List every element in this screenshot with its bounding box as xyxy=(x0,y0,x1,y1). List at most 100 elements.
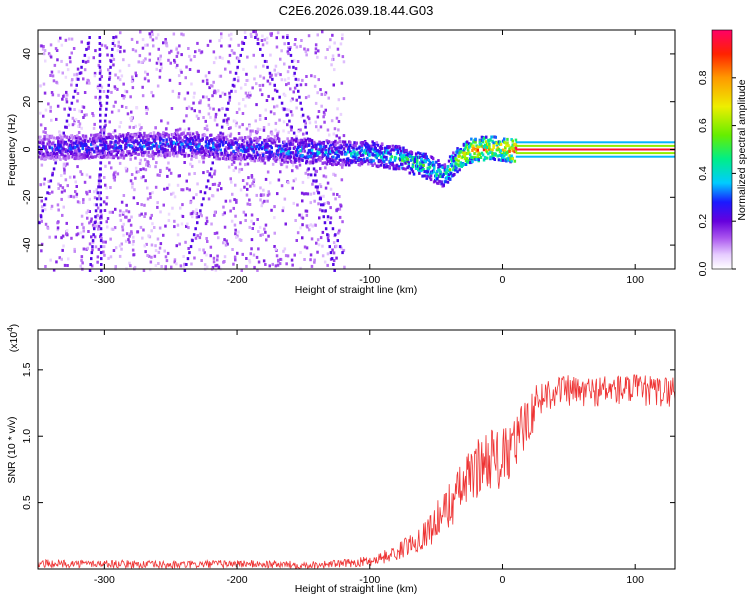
spectrogram-cell xyxy=(280,101,284,105)
spectrogram-cell xyxy=(228,91,231,95)
spectrogram-cell xyxy=(215,123,219,127)
spectrogram-cell xyxy=(253,145,256,149)
spectrogram-cell xyxy=(83,91,87,94)
spectrogram-cell xyxy=(240,136,244,140)
spectrogram-cell xyxy=(73,175,76,179)
spectrogram-cell xyxy=(163,187,166,191)
spectrogram-cell xyxy=(180,222,184,226)
spectrogram-cell xyxy=(146,186,149,190)
spectrogram-cell xyxy=(65,63,69,67)
spectrogram-cell xyxy=(109,155,112,159)
spectrogram-cell xyxy=(233,77,236,81)
spectrogram-cell xyxy=(145,105,148,109)
spectrogram-cell xyxy=(90,152,93,156)
spectrogram-cell xyxy=(402,146,405,150)
spectrogram-cell xyxy=(323,120,326,124)
spectrogram-cell xyxy=(304,96,308,100)
spectrogram-cell xyxy=(85,81,89,85)
spectrogram-cell xyxy=(166,251,170,255)
spectrogram-cell xyxy=(196,182,199,186)
spectrogram-cell xyxy=(230,180,233,184)
spectrogram-cell xyxy=(489,138,492,142)
spectrogram-cell xyxy=(47,180,50,183)
spectrogram-cell xyxy=(265,36,269,40)
spectrogram-cell xyxy=(225,107,228,111)
spectrogram-cell xyxy=(262,153,265,157)
spectrogram-cell xyxy=(227,60,230,64)
spectrogram-cell xyxy=(374,146,377,150)
spectrogram-cell xyxy=(317,78,320,82)
spectrogram-cell xyxy=(228,139,231,143)
spectrogram-cell xyxy=(503,137,506,141)
spectrogram-cell xyxy=(274,247,277,251)
spectrogram-cell xyxy=(238,168,241,172)
spectrogram-cell xyxy=(92,114,95,118)
spectrogram-cell xyxy=(333,127,337,131)
spectrogram-cell xyxy=(314,101,318,105)
spectrogram-cell xyxy=(96,146,99,150)
spectrogram-cell xyxy=(307,173,310,177)
spectrogram-cell xyxy=(103,137,107,141)
spectrogram-cell xyxy=(267,158,270,162)
spectrogram-cell xyxy=(268,82,272,86)
spectrogram-cell xyxy=(171,135,174,139)
spectrogram-cell xyxy=(85,47,88,51)
spectrogram-cell xyxy=(113,147,116,150)
spectrogram-cell xyxy=(309,160,313,164)
spectrogram-cell xyxy=(230,151,233,155)
spectrogram-cell xyxy=(251,148,254,152)
spectrogram-cell xyxy=(245,257,248,260)
spectrogram-cell xyxy=(337,98,341,102)
spectrogram-cell xyxy=(303,47,306,51)
spectrogram-cell xyxy=(213,213,216,217)
spectrogram-cell xyxy=(136,132,140,136)
spectrogram-cell xyxy=(141,46,145,50)
spectrogram-cell xyxy=(276,148,280,152)
spectrogram-cell xyxy=(134,151,138,155)
spectrogram-cell xyxy=(78,122,82,126)
spectrogram-cell xyxy=(275,156,279,160)
spectrogram-cell xyxy=(76,92,80,95)
spectrogram-cell xyxy=(146,160,149,164)
spectrogram-cell xyxy=(40,163,44,167)
spectrogram-cell xyxy=(87,56,91,60)
colorbar-tick-label: 0.4 xyxy=(697,166,709,181)
spectrogram-cell xyxy=(212,50,216,54)
spectrogram-cell xyxy=(134,124,137,128)
spectrogram-cell xyxy=(92,155,95,159)
spectrogram-cell xyxy=(171,133,175,137)
spectrogram-cell xyxy=(375,141,379,145)
spectrogram-cell xyxy=(279,257,282,261)
spectrogram-cell xyxy=(50,118,53,122)
spectrogram-cell xyxy=(224,135,228,139)
spectrogram-cell xyxy=(240,269,243,272)
spectrogram-cell xyxy=(298,159,301,163)
spectrogram-cell xyxy=(186,132,190,136)
spectrogram-x-tick-label: -200 xyxy=(227,274,248,286)
spectrogram-cell xyxy=(197,133,200,137)
spectrogram-cell xyxy=(351,159,354,163)
spectrogram-cell xyxy=(256,130,259,134)
spectrogram-cell xyxy=(90,257,93,261)
spectrogram-cell xyxy=(49,74,52,77)
spectrogram-cell xyxy=(419,167,422,171)
spectrogram-cell xyxy=(47,185,51,189)
spectrogram-cell xyxy=(491,139,494,143)
spectrogram-cell xyxy=(118,254,122,258)
spectrogram-cell xyxy=(116,49,120,53)
spectrogram-cell xyxy=(83,68,87,72)
spectrogram-cell xyxy=(268,138,271,142)
spectrogram-cell xyxy=(222,119,225,123)
spectrogram-cell xyxy=(193,91,196,95)
spectrogram-cell xyxy=(83,113,86,117)
spectrogram-cell xyxy=(172,136,176,139)
spectrogram-cell xyxy=(199,99,202,103)
spectrogram-cell xyxy=(57,147,60,151)
spectrogram-cell xyxy=(249,142,252,146)
spectrogram-cell xyxy=(209,115,212,119)
spectrogram-cell xyxy=(305,75,308,78)
spectrogram-cell xyxy=(273,68,276,72)
spectrogram-cell xyxy=(122,156,126,160)
spectrogram-cell xyxy=(315,159,318,162)
spectrogram-cell xyxy=(437,181,440,185)
